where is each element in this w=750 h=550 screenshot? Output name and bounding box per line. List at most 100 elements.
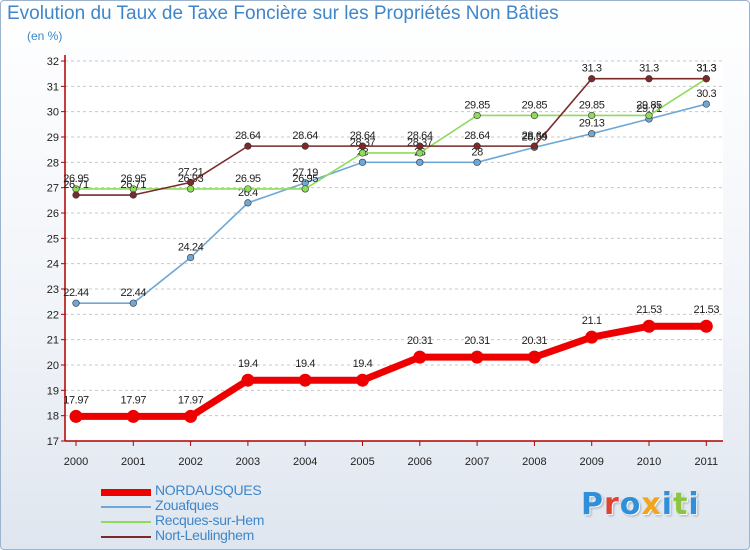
- data-point-zouafques: [72, 299, 80, 307]
- series-line-nordausques: [72, 322, 710, 420]
- data-label-zouafques: 27.19: [292, 167, 318, 179]
- x-tick-label: 2001: [121, 456, 145, 468]
- y-tick-label: 18: [47, 411, 59, 423]
- data-label-nort-leulinghem: 28.64: [235, 130, 261, 142]
- data-label-nordausques: 17.97: [63, 394, 89, 406]
- x-tick-label: 2008: [522, 456, 546, 468]
- data-point-nort-leulinghem: [244, 142, 252, 150]
- data-label-zouafques: 22.44: [121, 287, 147, 299]
- plot-area: [65, 61, 723, 441]
- y-tick-label: 25: [47, 233, 59, 245]
- y-tick-label: 31: [47, 81, 59, 93]
- x-tick-label: 2000: [64, 456, 88, 468]
- legend-label: Recques-sur-Hem: [155, 512, 265, 528]
- data-label-zouafques: 28: [471, 146, 483, 158]
- data-label-nort-leulinghem: 31.3: [639, 63, 659, 75]
- data-point-nordausques: [298, 373, 312, 387]
- data-point-nordausques: [69, 409, 83, 423]
- data-label-nort-leulinghem: 27.21: [178, 166, 204, 178]
- data-label-zouafques: 24.24: [178, 242, 204, 254]
- data-label-recques-sur-hem: 26.95: [121, 173, 147, 185]
- data-point-zouafques: [358, 158, 367, 166]
- data-label-nordausques: 21.53: [636, 304, 662, 316]
- data-label-nort-leulinghem: 28.64: [292, 130, 318, 142]
- data-point-recques-sur-hem: [416, 149, 424, 157]
- data-label-nort-leulinghem: 28.64: [407, 130, 433, 142]
- x-tick-label: 2004: [293, 456, 317, 468]
- legend-label: Zouafques: [155, 497, 219, 513]
- y-tick-label: 30: [47, 107, 59, 119]
- legend-label: NORDAUSQUES: [155, 482, 262, 498]
- data-point-nordausques: [470, 350, 484, 364]
- x-tick-label: 2011: [694, 456, 718, 468]
- data-point-zouafques: [187, 253, 195, 262]
- data-label-nort-leulinghem: 31.3: [696, 63, 716, 75]
- x-tick-label: 2010: [637, 456, 661, 468]
- data-label-nort-leulinghem: 28.64: [464, 130, 490, 142]
- y-tick-label: 21: [47, 335, 59, 347]
- data-label-recques-sur-hem: 31.3: [696, 63, 716, 75]
- y-tick-label: 27: [47, 183, 59, 195]
- data-point-nordausques: [241, 373, 255, 387]
- data-point-recques-sur-hem: [645, 111, 653, 120]
- data-label-recques-sur-hem: 29.85: [636, 99, 662, 111]
- y-tick-label: 26: [47, 208, 59, 220]
- data-label-nort-leulinghem: 26.71: [121, 179, 147, 191]
- data-label-nort-leulinghem: 26.71: [63, 179, 89, 191]
- data-point-nort-leulinghem: [301, 142, 309, 150]
- data-label-zouafques: 29.71: [636, 103, 662, 115]
- data-point-recques-sur-hem: [473, 111, 481, 120]
- data-point-recques-sur-hem: [244, 185, 252, 193]
- data-label-recques-sur-hem: 29.85: [464, 99, 490, 111]
- data-label-nordausques: 21.1: [582, 315, 602, 327]
- legend-swatch: [101, 536, 151, 538]
- data-point-nordausques: [527, 350, 541, 364]
- data-point-nort-leulinghem: [187, 178, 195, 186]
- x-tick-label: 2003: [236, 456, 260, 468]
- y-tick-label: 22: [47, 309, 59, 321]
- y-tick-label: 24: [47, 259, 59, 271]
- chart-title: Evolution du Taux de Taxe Foncière sur l…: [7, 3, 559, 24]
- data-label-recques-sur-hem: 29.85: [522, 99, 548, 111]
- data-point-nordausques: [184, 409, 198, 423]
- x-tick-label: 2006: [408, 456, 432, 468]
- series-line-recques-sur-hem: [75, 77, 708, 190]
- data-point-recques-sur-hem: [530, 111, 539, 120]
- data-label-nordausques: 19.4: [238, 358, 258, 370]
- data-point-zouafques: [702, 100, 710, 108]
- y-tick-label: 19: [47, 385, 59, 397]
- data-point-nordausques: [699, 319, 713, 333]
- data-label-nordausques: 17.97: [121, 394, 147, 406]
- x-tick-label: 2009: [579, 456, 603, 468]
- data-label-nordausques: 20.31: [522, 335, 548, 347]
- data-point-nordausques: [642, 319, 656, 333]
- data-label-nort-leulinghem: 28.64: [350, 130, 376, 142]
- data-label-zouafques: 26.4: [238, 187, 258, 199]
- data-point-zouafques: [588, 130, 596, 138]
- legend-swatch: [101, 521, 151, 523]
- data-point-zouafques: [473, 158, 481, 166]
- data-point-nort-leulinghem: [473, 142, 481, 150]
- proxiti-logo: Proxiti: [581, 487, 700, 522]
- y-tick-label: 28: [47, 157, 59, 169]
- data-label-nordausques: 17.97: [178, 394, 204, 406]
- x-tick-label: 2005: [350, 456, 374, 468]
- legend-swatch: [101, 506, 151, 508]
- data-point-nort-leulinghem: [416, 142, 424, 150]
- data-label-zouafques: 30.3: [696, 88, 716, 100]
- data-point-recques-sur-hem: [187, 185, 195, 193]
- data-label-nort-leulinghem: 31.3: [582, 63, 602, 75]
- data-label-zouafques: 29.13: [579, 118, 605, 130]
- data-label-nordausques: 21.53: [694, 304, 720, 316]
- data-label-recques-sur-hem: 29.85: [579, 99, 605, 111]
- data-point-nort-leulinghem: [702, 75, 710, 83]
- data-label-nordausques: 19.4: [353, 358, 373, 370]
- data-label-zouafques: 22.44: [63, 287, 89, 299]
- data-point-zouafques: [129, 299, 137, 307]
- data-point-zouafques: [244, 199, 252, 207]
- data-point-nordausques: [356, 373, 369, 387]
- legend-swatch: [101, 488, 151, 496]
- data-point-nordausques: [413, 350, 427, 364]
